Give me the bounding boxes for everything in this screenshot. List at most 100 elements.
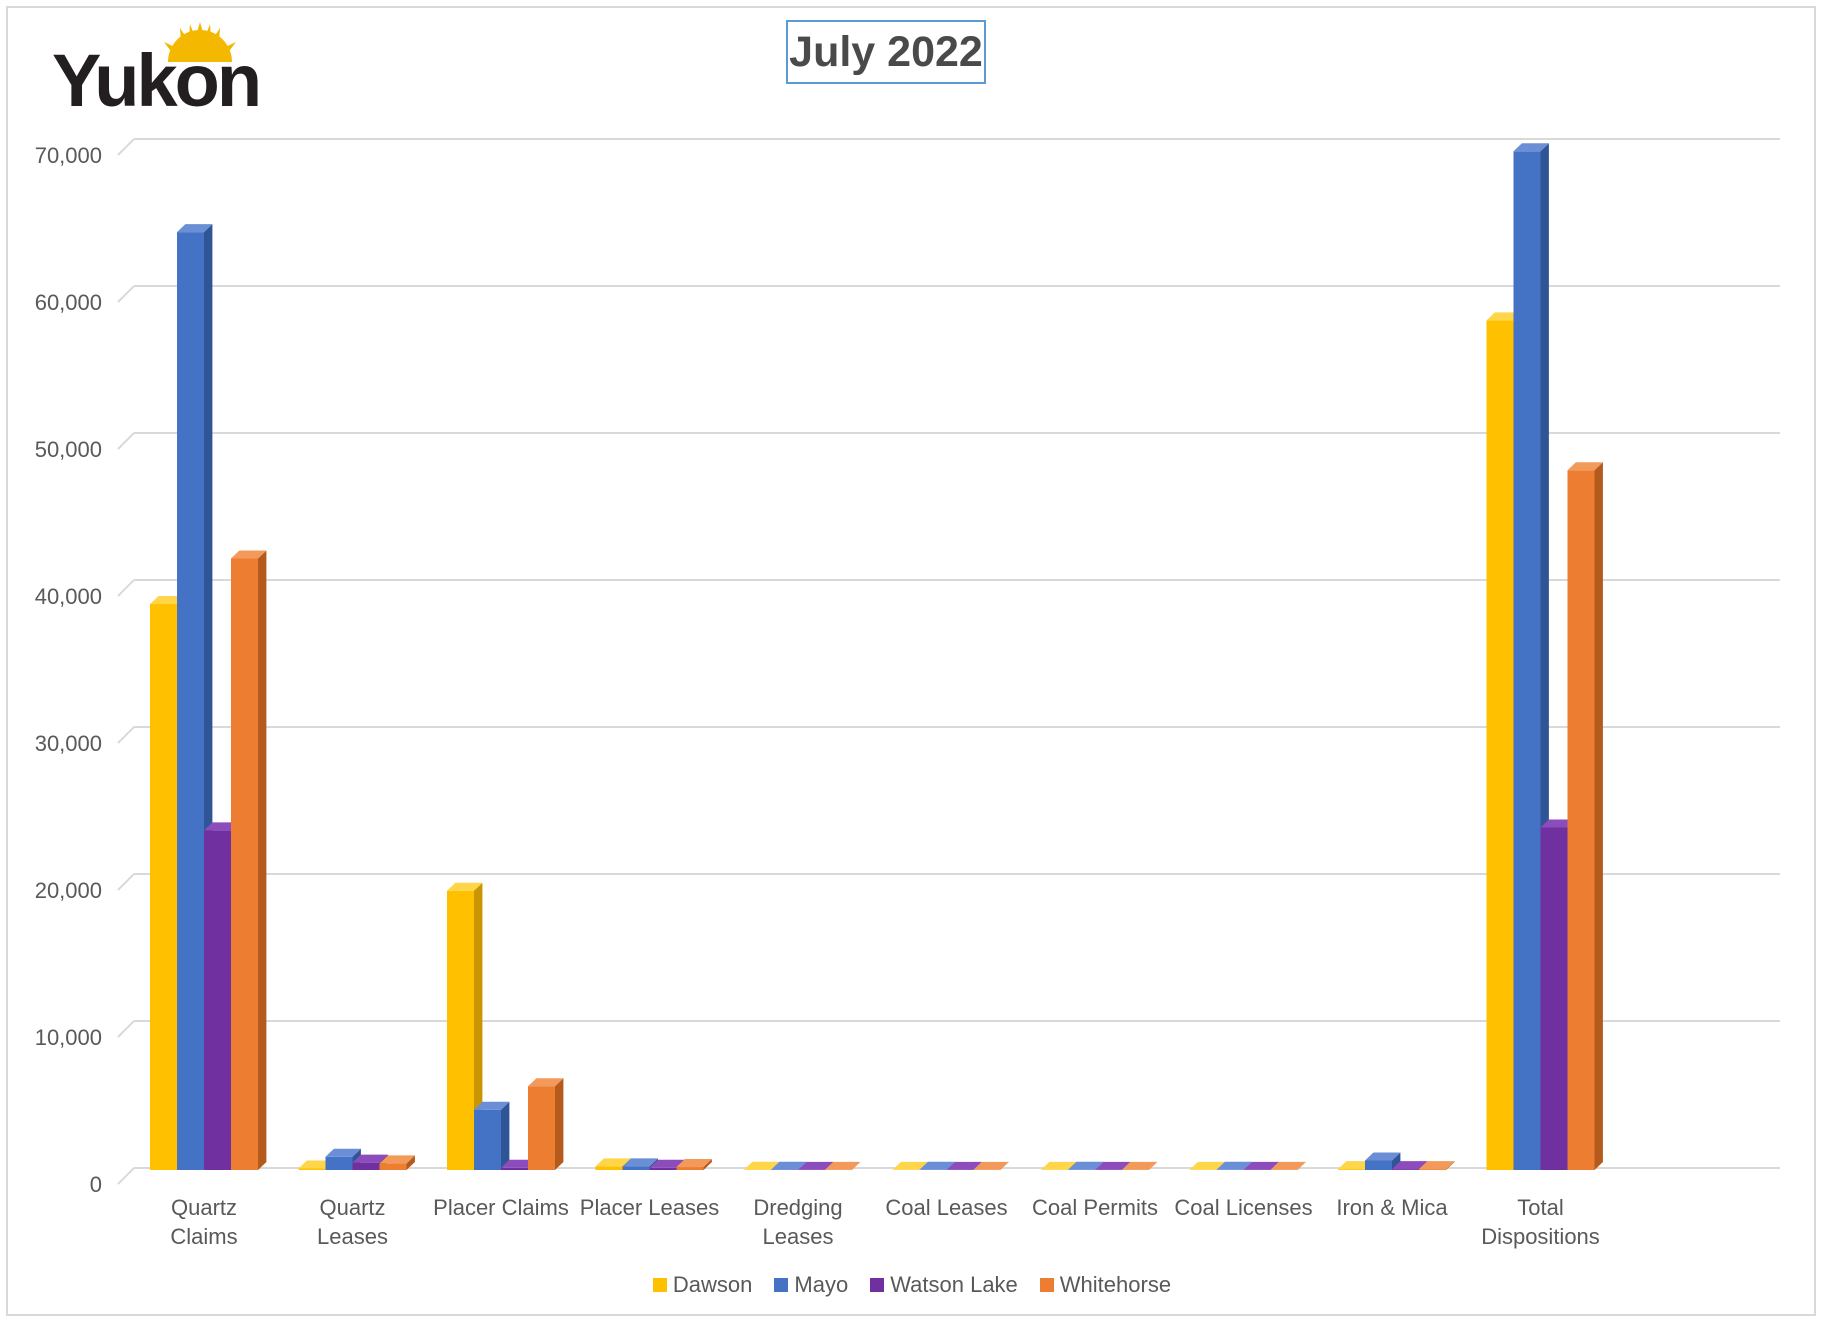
bar-dawson — [595, 1166, 623, 1170]
bar-mayo — [622, 1166, 650, 1170]
bar-top — [298, 1160, 334, 1169]
gridline-stub — [117, 579, 135, 597]
bar-side — [1000, 1161, 1009, 1170]
bar-side — [406, 1155, 415, 1170]
x-tick-label: Dredging — [753, 1195, 842, 1220]
bar-top — [501, 1159, 537, 1168]
bar-whitehorse — [1567, 470, 1595, 1170]
logo-wordmark: Yukon — [52, 39, 262, 122]
bar-top — [1567, 462, 1603, 471]
y-tick-label: 30,000 — [35, 731, 102, 756]
gridline-stub — [117, 432, 135, 450]
legend-label: Watson Lake — [890, 1272, 1018, 1297]
x-tick-label: Coal Licenses — [1174, 1195, 1312, 1220]
bar-top — [919, 1161, 955, 1170]
bar-watson-lake — [352, 1162, 380, 1170]
legend-label: Mayo — [794, 1272, 849, 1297]
bar-top — [379, 1155, 415, 1164]
bar-mayo — [177, 232, 204, 1170]
bar-top — [825, 1161, 861, 1170]
bar-watson-lake — [204, 830, 231, 1170]
bar-top — [1189, 1161, 1225, 1170]
bar-top — [325, 1148, 361, 1157]
x-tick-label: Claims — [170, 1224, 237, 1249]
legend-swatch — [774, 1278, 789, 1292]
bar-top — [1068, 1161, 1104, 1170]
bar-top — [528, 1078, 564, 1087]
legend-item: Whitehorse — [1039, 1272, 1171, 1298]
bar-side — [1149, 1161, 1158, 1170]
gridline-stub — [117, 726, 135, 744]
bar-side — [474, 882, 483, 1170]
bar-side — [1594, 462, 1603, 1170]
bar-top — [1095, 1161, 1131, 1170]
bar-top — [1243, 1161, 1279, 1170]
legend-label: Dawson — [672, 1272, 753, 1297]
x-tick-label: Total — [1517, 1195, 1563, 1220]
bar-top — [892, 1161, 928, 1170]
gridline-stub — [117, 138, 135, 156]
bar-mayo — [1365, 1160, 1392, 1170]
bar-top — [150, 596, 186, 605]
bar-side — [258, 550, 267, 1170]
bar-mayo — [325, 1156, 353, 1170]
chart-title-box: July 2022 — [786, 20, 986, 84]
gridline-stub — [117, 1020, 135, 1038]
bar-top — [1041, 1161, 1077, 1170]
bar-side — [703, 1159, 712, 1170]
bar-dawson — [298, 1168, 326, 1170]
gridline-stub — [117, 285, 135, 303]
bar-top — [1122, 1161, 1158, 1170]
bar-top — [1216, 1161, 1252, 1170]
bar-top — [1540, 819, 1576, 828]
legend-swatch — [870, 1278, 885, 1292]
bar-side — [1446, 1161, 1455, 1170]
bar-top — [1365, 1152, 1401, 1161]
bar-top — [474, 1101, 510, 1110]
x-tick-label: Coal Permits — [1032, 1195, 1158, 1220]
bar-side — [852, 1161, 861, 1170]
bar-top — [204, 822, 240, 831]
legend-swatch — [652, 1278, 667, 1292]
bar-top — [771, 1161, 807, 1170]
y-tick-label: 0 — [90, 1172, 102, 1197]
bar-top — [946, 1161, 982, 1170]
bar-top — [177, 224, 213, 233]
bar-watson-lake — [1392, 1169, 1419, 1170]
bar-watson-lake — [1540, 827, 1568, 1170]
y-tick-label: 10,000 — [35, 1025, 102, 1050]
bar-watson-lake — [501, 1167, 528, 1170]
x-tick-label: Coal Leases — [885, 1195, 1007, 1220]
x-tick-label: Quartz — [319, 1195, 385, 1220]
bar-top — [649, 1159, 685, 1168]
bar-whitehorse — [231, 558, 258, 1170]
y-tick-label: 40,000 — [35, 584, 102, 609]
bar-dawson — [447, 890, 474, 1170]
bar-mayo — [1513, 151, 1541, 1171]
bar-side — [555, 1078, 564, 1170]
bar-side — [501, 1101, 510, 1170]
bar-side — [1297, 1161, 1306, 1170]
bar-dawson — [1338, 1169, 1365, 1170]
bar-dawson — [150, 604, 177, 1170]
yukon-logo: Yukon — [52, 20, 292, 120]
bar-top — [1338, 1161, 1374, 1170]
bar-top — [1513, 143, 1549, 152]
bar-top — [447, 882, 483, 891]
y-tick-label: 70,000 — [35, 143, 102, 168]
bar-top — [676, 1159, 712, 1168]
x-tick-label: Placer Claims — [433, 1195, 569, 1220]
bar-top — [595, 1158, 631, 1167]
bar-top — [798, 1161, 834, 1170]
legend-item: Dawson — [652, 1272, 753, 1298]
bar-dawson — [1486, 320, 1514, 1171]
bar-top — [973, 1161, 1009, 1170]
gridline-stub — [117, 1167, 135, 1185]
bar-top — [352, 1154, 388, 1163]
bar-mayo — [474, 1109, 501, 1170]
x-tick-label: Placer Leases — [580, 1195, 719, 1220]
bar-whitehorse — [676, 1167, 704, 1170]
x-tick-label: Iron & Mica — [1336, 1195, 1448, 1220]
y-tick-label: 60,000 — [35, 290, 102, 315]
